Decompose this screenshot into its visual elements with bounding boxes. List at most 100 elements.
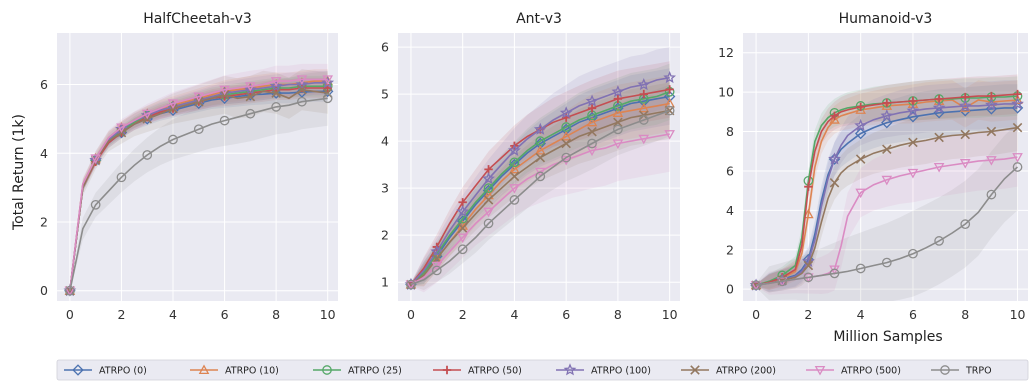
point-atrpo-100: [456, 204, 470, 218]
chart-title: Ant-v3: [516, 11, 562, 27]
y-tick-label: 4: [726, 203, 734, 218]
legend-item-atrpo-200: ATRPO (200): [681, 365, 776, 377]
point-atrpo-200: [986, 126, 997, 137]
point-atrpo-100: [880, 109, 894, 122]
point-atrpo-200: [934, 132, 944, 143]
point-trpo: [587, 138, 597, 149]
legend-label: ATRPO (50): [468, 366, 522, 377]
legend-item-atrpo-25: ATRPO (25): [313, 365, 402, 377]
point-trpo: [908, 248, 918, 259]
point-atrpo-100: [958, 99, 972, 112]
x-tick-label: 8: [272, 307, 280, 322]
legend: ATRPO (0) ATRPO (10) ATRPO (25) ATRPO (50) A…: [56, 359, 1029, 381]
point-atrpo-0: [534, 137, 547, 150]
legend-marker: [940, 365, 950, 375]
point-atrpo-200: [882, 144, 892, 155]
series-line-atrpo-0: [410, 95, 670, 286]
x-tick-label: 2: [459, 307, 467, 322]
point-atrpo-500: [509, 184, 520, 194]
point-atrpo-200: [613, 117, 623, 128]
point-trpo: [483, 218, 494, 229]
legend-label: TRPO: [965, 366, 992, 377]
legend-marker: [198, 364, 210, 375]
point-trpo: [168, 134, 178, 145]
point-atrpo-10: [534, 145, 546, 155]
point-atrpo-25: [535, 136, 546, 146]
y-tick-label: 0: [726, 282, 734, 297]
x-tick-label: 10: [320, 307, 336, 322]
x-tick-label: 0: [66, 307, 74, 322]
x-tick-label: 10: [1010, 307, 1026, 322]
x-tick-label: 2: [117, 307, 125, 322]
x-tick-label: 0: [752, 307, 760, 322]
point-atrpo-200: [855, 154, 866, 164]
x-tick-label: 10: [662, 307, 678, 322]
y-tick-label: 2: [381, 228, 389, 243]
point-trpo: [509, 195, 520, 205]
legend-marker: [442, 365, 452, 375]
y-tick-label: 6: [726, 163, 734, 178]
point-atrpo-500: [296, 75, 308, 85]
point-trpo: [271, 102, 281, 112]
point-atrpo-10: [612, 107, 624, 117]
series-line-trpo: [410, 109, 670, 286]
point-atrpo-100: [321, 76, 335, 89]
point-atrpo-50: [1013, 89, 1022, 99]
legend-marker: [72, 364, 84, 376]
x-tick-label: 0: [407, 307, 415, 322]
legend-label: ATRPO (10): [225, 366, 279, 377]
point-atrpo-100: [985, 98, 998, 111]
chart-title: HalfCheetah-v3: [143, 11, 252, 27]
point-trpo: [829, 268, 840, 279]
point-atrpo-500: [322, 75, 333, 85]
point-atrpo-25: [483, 183, 494, 194]
y-tick-label: 8: [726, 124, 734, 139]
point-atrpo-500: [90, 154, 101, 164]
point-trpo: [535, 171, 546, 182]
x-tick-label: 6: [909, 307, 917, 322]
x-tick-label: 8: [614, 307, 622, 322]
y-tick-label: 2: [726, 242, 734, 257]
band-trpo: [756, 123, 1018, 301]
point-atrpo-50: [639, 89, 648, 99]
y-tick-label: 6: [40, 77, 48, 92]
point-trpo: [881, 257, 892, 268]
x-axis-label: Million Samples: [833, 329, 942, 345]
legend-label: ATRPO (500): [841, 366, 901, 377]
point-atrpo-200: [322, 88, 333, 98]
series-line-trpo: [755, 166, 1019, 286]
point-trpo: [219, 115, 230, 126]
point-atrpo-10: [803, 208, 814, 219]
point-atrpo-50: [613, 94, 623, 104]
legend-item-atrpo-10: ATRPO (10): [190, 364, 279, 377]
y-tick-label: 12: [718, 45, 734, 60]
x-tick-label: 6: [562, 307, 570, 322]
legend-marker: [690, 365, 700, 375]
legend-label: ATRPO (25): [348, 366, 402, 377]
point-atrpo-200: [960, 129, 971, 140]
point-atrpo-100: [906, 104, 920, 117]
point-trpo: [561, 152, 572, 163]
point-atrpo-500: [193, 92, 205, 103]
point-atrpo-200: [803, 260, 814, 271]
point-atrpo-200: [297, 84, 307, 95]
point-atrpo-200: [245, 91, 256, 102]
point-atrpo-50: [804, 182, 813, 191]
y-tick-label: 6: [381, 40, 389, 55]
band-atrpo-25-: [756, 76, 1018, 290]
point-atrpo-100: [854, 118, 868, 132]
point-trpo: [664, 105, 675, 116]
band-atrpo-10-: [410, 75, 670, 287]
point-atrpo-200: [483, 195, 494, 205]
point-atrpo-100: [559, 106, 573, 119]
point-atrpo-200: [535, 152, 546, 163]
y-tick-label: 3: [381, 181, 389, 196]
point-atrpo-100: [243, 82, 257, 96]
point-trpo: [934, 236, 944, 246]
series-line-atrpo-100: [755, 103, 1018, 286]
point-trpo: [960, 219, 971, 229]
point-atrpo-50: [856, 102, 865, 112]
point-trpo: [431, 265, 442, 276]
point-trpo: [613, 124, 623, 135]
